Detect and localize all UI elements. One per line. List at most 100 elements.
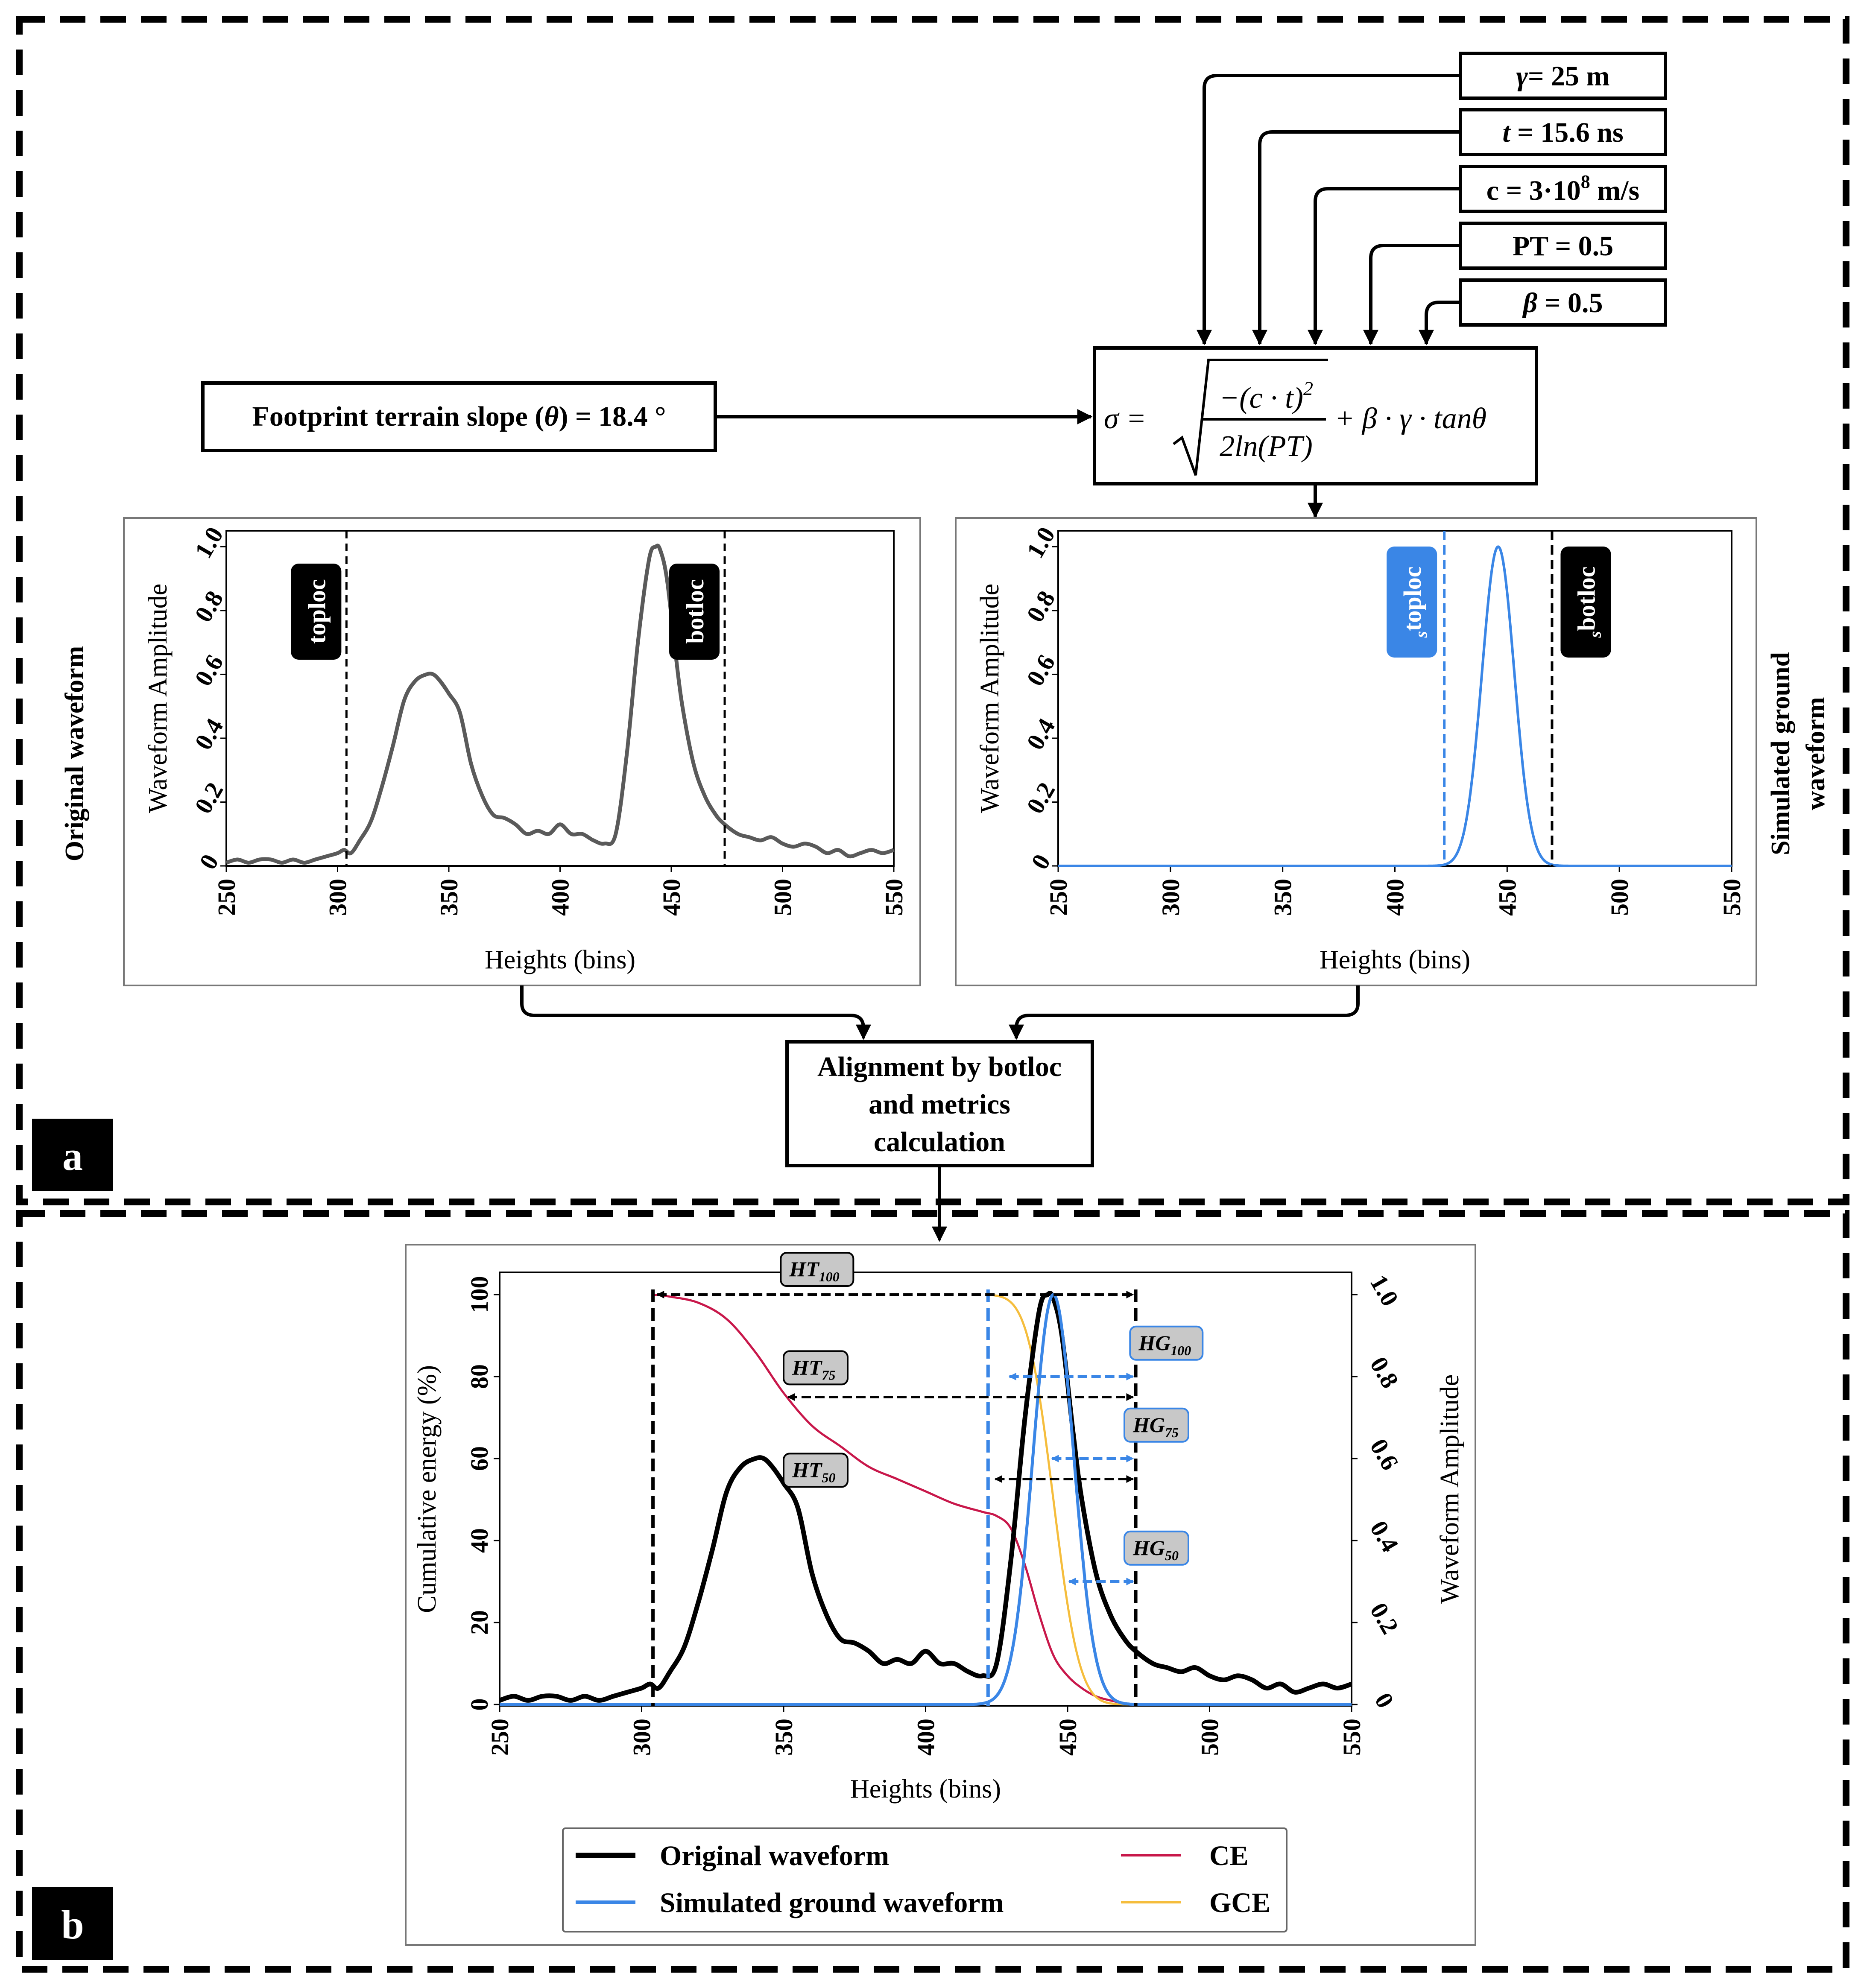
svg-text:Simulated ground: Simulated ground [1766,652,1795,855]
x-tick-label: 450 [1054,1719,1082,1756]
svg-text:β = 0.5: β = 0.5 [1522,287,1603,319]
y-axis-label: Waveform Amplitude [975,584,1004,813]
ht75-tag [783,1350,849,1386]
x-tick-label: 400 [912,1719,940,1756]
svg-text:and metrics: and metrics [869,1089,1010,1120]
ht100-label: HT100 [789,1257,839,1284]
y-left-tick-label: 40 [465,1528,493,1553]
param-connectors [1197,74,1460,345]
x-tick-label: 450 [1493,879,1521,916]
ht75-label: HT75 [792,1355,835,1383]
sbotloc-label: sbotloc [1572,566,1604,638]
x-tick-label: 450 [658,879,685,916]
x-axis-label: Heights (bins) [485,945,635,974]
x-axis-label: Heights (bins) [1320,945,1470,974]
simulated-waveform-plot: 250 300 350 400 450 500 55000.20.40.60.81.0Hei… [975,522,1746,974]
hg50-label: HG50 [1132,1536,1179,1563]
ht50-tag [783,1453,849,1488]
y-left-tick-label: 100 [465,1276,493,1313]
x-tick-label: 400 [1381,879,1409,916]
ce-curve [653,1293,1136,1706]
legend-item-gce: GCE [1121,1887,1270,1918]
x-tick-label: 300 [628,1719,656,1756]
svg-text:2ln(PT): 2ln(PT) [1220,430,1313,463]
svg-text:Alignment by botloc: Alignment by botloc [817,1051,1062,1082]
svg-text:CE: CE [1209,1840,1249,1871]
x-tick-label: 250 [1045,879,1072,916]
x-tick-label: 350 [770,1719,798,1756]
toploc-label: toploc [303,579,331,643]
x-tick-label: 350 [435,879,463,916]
x-tick-label: 550 [880,879,908,916]
x-tick-label: 300 [1157,879,1185,916]
x-tick-label: 250 [213,879,240,916]
y-left-tick-label: 60 [465,1446,493,1471]
x-tick-label: 500 [1196,1719,1224,1756]
y-right-axis-label: Waveform Amplitude [1435,1374,1464,1604]
legend-item-original: Original waveform [576,1840,889,1871]
panel-b-label: b [32,1887,113,1960]
original-plot-frame [123,517,921,986]
sbotloc-badge [1560,547,1611,658]
botloc-badge [669,564,720,660]
svg-text:b: b [61,1902,84,1947]
x-axis-label: Heights (bins) [850,1775,1001,1804]
svg-text:calculation: calculation [874,1126,1005,1158]
svg-text:σ =: σ = [1104,402,1146,435]
alignment-box: Alignment by botloc and metrics calculat… [785,1040,1094,1167]
stoploc-label: stoploc [1399,566,1431,638]
simulated-waveform-line [1058,545,1732,868]
terrain-slope-box: Footprint terrain slope (θ) = 18.4 ° [201,381,717,452]
svg-text:Simulated ground waveform: Simulated ground waveform [660,1887,1004,1918]
x-tick-label: 500 [769,879,797,916]
x-tick-label: 550 [1338,1719,1366,1756]
original-side-label: Original waveform [60,646,89,862]
hg100-label: HG100 [1138,1331,1191,1358]
panel-b-frame [16,1210,1849,1973]
gce-curve [988,1294,1136,1706]
svg-text:t = 15.6 ns: t = 15.6 ns [1502,117,1623,148]
param-t-box: t = 15.6 ns [1459,108,1667,156]
svg-text:PT = 0.5: PT = 0.5 [1513,231,1613,262]
align-connectors [520,985,1360,1040]
svg-text:γ= 25 m: γ= 25 m [1516,61,1609,92]
x-tick-label: 250 [486,1719,514,1756]
legend-item-simulated: Simulated ground waveform [576,1887,1004,1918]
botloc-label: botloc [681,579,709,643]
legend: Original waveform Simulated ground wavef… [562,1827,1287,1932]
y-left-tick-label: 0 [465,1699,493,1711]
panel-a-label: a [32,1119,113,1191]
svg-text:a: a [62,1133,83,1179]
svg-text:Original waveform: Original waveform [660,1840,889,1871]
param-beta-box: β = 0.5 [1459,278,1667,327]
hg75-tag [1124,1407,1189,1443]
svg-text:GCE: GCE [1209,1887,1270,1918]
y-axis-label: Waveform Amplitude [143,584,173,813]
svg-text:waveform: waveform [1801,697,1830,810]
param-gamma-box: γ= 25 m [1459,52,1667,100]
y-left-tick-label: 80 [465,1364,493,1389]
x-tick-label: 350 [1269,879,1297,916]
svg-text:c = 3·108 m/s: c = 3·108 m/s [1486,171,1639,206]
hg75-label: HG75 [1132,1413,1179,1440]
original-waveform-line [499,1291,1352,1703]
simulated-side-label: Simulated ground waveform [1766,652,1830,855]
x-tick-label: 300 [324,879,352,916]
svg-text:Footprint terrain slope (θ) =: Footprint terrain slope (θ) = 18.4 ° [252,401,666,432]
original-waveform-plot: 250 300 350 400 450 500 55000.20.40.60.81.0Hei… [143,522,908,974]
toploc-badge [291,564,342,660]
x-tick-label: 500 [1606,879,1633,916]
hg50-tag [1124,1530,1189,1566]
y-left-axis-label: Cumulative energy (%) [413,1365,442,1613]
x-tick-label: 400 [547,879,574,916]
combined-metrics-plot: 250 300 350 400 450 500 55002040608010000.20.4… [413,1252,1464,1804]
panel-a-frame [16,16,1849,1205]
y-left-tick-label: 20 [465,1610,493,1635]
svg-text:−(c · t)2: −(c · t)2 [1219,377,1313,415]
simulated-waveform-line [500,1293,1352,1706]
ht100-tag [780,1252,854,1287]
ht50-label: HT50 [792,1458,835,1485]
sigma-formula-box: σ = −(c · t)2 2ln(PT) + β · γ · tanθ [1093,346,1538,485]
x-tick-label: 550 [1718,879,1746,916]
